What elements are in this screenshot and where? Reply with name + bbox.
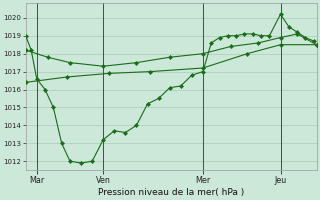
X-axis label: Pression niveau de la mer( hPa ): Pression niveau de la mer( hPa ) — [98, 188, 244, 197]
